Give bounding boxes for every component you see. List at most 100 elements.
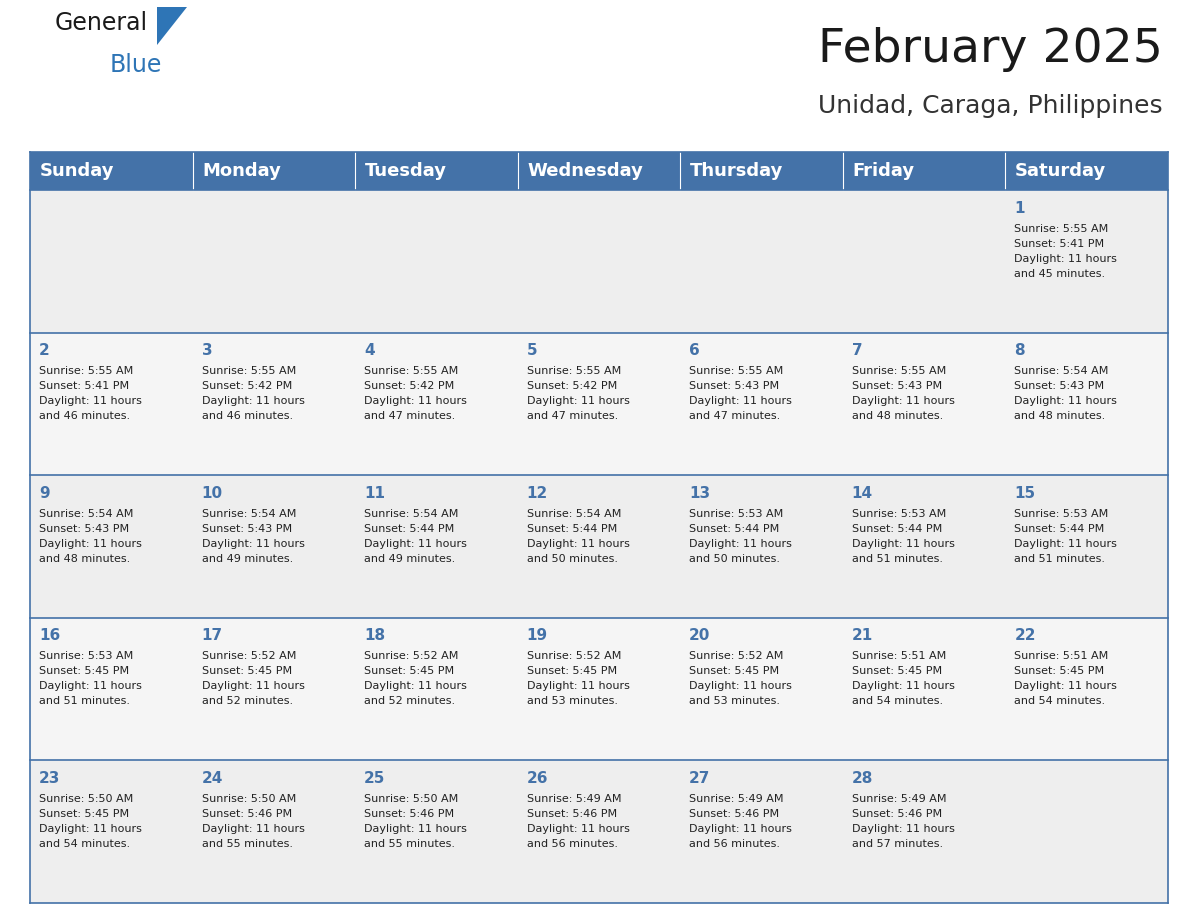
Text: Sunset: 5:44 PM: Sunset: 5:44 PM — [689, 524, 779, 533]
Bar — [842, 332, 1005, 476]
Text: Sunrise: 5:53 AM: Sunrise: 5:53 AM — [1015, 509, 1108, 519]
Bar — [842, 760, 1005, 903]
Bar — [518, 618, 681, 760]
Text: Sunset: 5:42 PM: Sunset: 5:42 PM — [364, 381, 454, 391]
Text: Sunrise: 5:50 AM: Sunrise: 5:50 AM — [202, 794, 296, 804]
Text: 26: 26 — [526, 771, 548, 786]
Text: Daylight: 11 hours: Daylight: 11 hours — [202, 824, 304, 834]
Text: Sunrise: 5:55 AM: Sunrise: 5:55 AM — [526, 366, 621, 376]
Text: and 53 minutes.: and 53 minutes. — [689, 697, 781, 707]
Text: Sunrise: 5:55 AM: Sunrise: 5:55 AM — [39, 366, 133, 376]
Bar — [192, 152, 355, 190]
Text: and 51 minutes.: and 51 minutes. — [1015, 554, 1105, 564]
Text: Sunrise: 5:54 AM: Sunrise: 5:54 AM — [1015, 366, 1108, 376]
Text: and 45 minutes.: and 45 minutes. — [1015, 269, 1106, 278]
Text: 16: 16 — [39, 629, 61, 644]
Text: 24: 24 — [202, 771, 223, 786]
Text: and 55 minutes.: and 55 minutes. — [202, 839, 292, 849]
Text: Daylight: 11 hours: Daylight: 11 hours — [39, 397, 141, 406]
Text: Daylight: 11 hours: Daylight: 11 hours — [689, 681, 792, 691]
Text: 11: 11 — [364, 486, 385, 501]
Text: Daylight: 11 hours: Daylight: 11 hours — [526, 824, 630, 834]
Text: Sunset: 5:41 PM: Sunset: 5:41 PM — [39, 381, 129, 391]
Text: Daylight: 11 hours: Daylight: 11 hours — [526, 539, 630, 549]
Bar — [681, 476, 842, 618]
Text: 2: 2 — [39, 343, 50, 358]
Text: Sunrise: 5:49 AM: Sunrise: 5:49 AM — [689, 794, 784, 804]
Text: Sunrise: 5:50 AM: Sunrise: 5:50 AM — [364, 794, 459, 804]
Text: Saturday: Saturday — [1016, 162, 1106, 180]
Text: Daylight: 11 hours: Daylight: 11 hours — [202, 681, 304, 691]
Text: 17: 17 — [202, 629, 222, 644]
Bar — [518, 760, 681, 903]
Text: and 51 minutes.: and 51 minutes. — [852, 554, 943, 564]
Text: Daylight: 11 hours: Daylight: 11 hours — [364, 681, 467, 691]
Bar — [681, 760, 842, 903]
Text: and 47 minutes.: and 47 minutes. — [689, 411, 781, 421]
Text: and 46 minutes.: and 46 minutes. — [39, 411, 129, 421]
Text: Thursday: Thursday — [690, 162, 783, 180]
Text: and 54 minutes.: and 54 minutes. — [39, 839, 129, 849]
Text: Sunrise: 5:53 AM: Sunrise: 5:53 AM — [689, 509, 783, 519]
Bar — [1005, 190, 1168, 332]
Text: 23: 23 — [39, 771, 61, 786]
Text: 22: 22 — [1015, 629, 1036, 644]
Text: Sunset: 5:43 PM: Sunset: 5:43 PM — [1015, 381, 1105, 391]
Text: Sunrise: 5:54 AM: Sunrise: 5:54 AM — [364, 509, 459, 519]
Text: Sunset: 5:46 PM: Sunset: 5:46 PM — [852, 809, 942, 819]
Text: Sunset: 5:45 PM: Sunset: 5:45 PM — [202, 666, 291, 677]
Text: and 48 minutes.: and 48 minutes. — [852, 411, 943, 421]
Text: Daylight: 11 hours: Daylight: 11 hours — [39, 539, 141, 549]
Bar — [842, 618, 1005, 760]
Text: Wednesday: Wednesday — [527, 162, 644, 180]
Bar — [30, 618, 192, 760]
Bar — [518, 332, 681, 476]
Text: Sunset: 5:42 PM: Sunset: 5:42 PM — [202, 381, 292, 391]
Text: 28: 28 — [852, 771, 873, 786]
Text: 18: 18 — [364, 629, 385, 644]
Text: and 46 minutes.: and 46 minutes. — [202, 411, 292, 421]
Bar — [192, 476, 355, 618]
Text: Sunset: 5:46 PM: Sunset: 5:46 PM — [202, 809, 291, 819]
Text: and 47 minutes.: and 47 minutes. — [364, 411, 455, 421]
Text: Sunrise: 5:52 AM: Sunrise: 5:52 AM — [202, 652, 296, 661]
Text: Sunset: 5:46 PM: Sunset: 5:46 PM — [364, 809, 454, 819]
Text: 1: 1 — [1015, 201, 1025, 216]
Text: 25: 25 — [364, 771, 385, 786]
Bar — [192, 190, 355, 332]
Text: and 53 minutes.: and 53 minutes. — [526, 697, 618, 707]
Text: Sunset: 5:46 PM: Sunset: 5:46 PM — [526, 809, 617, 819]
Text: 7: 7 — [852, 343, 862, 358]
Text: and 49 minutes.: and 49 minutes. — [202, 554, 292, 564]
Text: 5: 5 — [526, 343, 537, 358]
Text: 6: 6 — [689, 343, 700, 358]
Text: Daylight: 11 hours: Daylight: 11 hours — [852, 539, 955, 549]
Text: and 51 minutes.: and 51 minutes. — [39, 697, 129, 707]
Text: Sunrise: 5:55 AM: Sunrise: 5:55 AM — [364, 366, 459, 376]
Text: Sunrise: 5:54 AM: Sunrise: 5:54 AM — [39, 509, 133, 519]
Bar — [842, 190, 1005, 332]
Text: and 56 minutes.: and 56 minutes. — [526, 839, 618, 849]
Text: and 56 minutes.: and 56 minutes. — [689, 839, 781, 849]
Text: Daylight: 11 hours: Daylight: 11 hours — [1015, 539, 1117, 549]
Text: Daylight: 11 hours: Daylight: 11 hours — [364, 397, 467, 406]
Text: Daylight: 11 hours: Daylight: 11 hours — [689, 397, 792, 406]
Text: and 48 minutes.: and 48 minutes. — [1015, 411, 1106, 421]
Text: February 2025: February 2025 — [819, 27, 1163, 72]
Text: Sunrise: 5:55 AM: Sunrise: 5:55 AM — [1015, 224, 1108, 233]
Text: General: General — [55, 11, 148, 35]
Text: Sunset: 5:46 PM: Sunset: 5:46 PM — [689, 809, 779, 819]
Text: and 54 minutes.: and 54 minutes. — [1015, 697, 1106, 707]
Text: Daylight: 11 hours: Daylight: 11 hours — [526, 397, 630, 406]
Text: Sunset: 5:43 PM: Sunset: 5:43 PM — [39, 524, 129, 533]
Text: 27: 27 — [689, 771, 710, 786]
Text: Sunrise: 5:51 AM: Sunrise: 5:51 AM — [1015, 652, 1108, 661]
Text: 21: 21 — [852, 629, 873, 644]
Bar — [1005, 760, 1168, 903]
Text: Sunset: 5:41 PM: Sunset: 5:41 PM — [1015, 239, 1105, 249]
Text: Sunset: 5:45 PM: Sunset: 5:45 PM — [689, 666, 779, 677]
Text: 8: 8 — [1015, 343, 1025, 358]
Text: Daylight: 11 hours: Daylight: 11 hours — [1015, 253, 1117, 263]
Text: and 48 minutes.: and 48 minutes. — [39, 554, 131, 564]
Text: Blue: Blue — [110, 53, 163, 77]
